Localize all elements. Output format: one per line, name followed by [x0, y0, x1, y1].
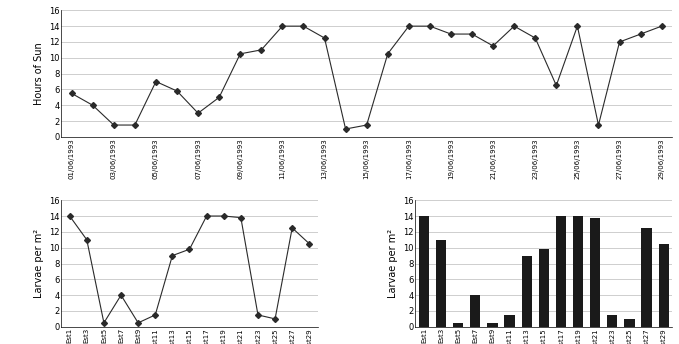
Bar — [521, 256, 532, 327]
Bar — [488, 323, 498, 327]
Bar — [453, 323, 463, 327]
Bar — [436, 240, 446, 327]
Y-axis label: Larvae per m²: Larvae per m² — [388, 229, 398, 298]
Bar — [419, 216, 429, 327]
Bar — [642, 228, 652, 327]
Bar — [590, 218, 600, 327]
Bar — [538, 249, 549, 327]
Bar — [659, 244, 669, 327]
Bar — [556, 216, 566, 327]
Bar — [573, 216, 583, 327]
Bar — [607, 315, 617, 327]
Bar — [471, 295, 481, 327]
Y-axis label: Hours of Sun: Hours of Sun — [33, 42, 43, 105]
Bar — [504, 315, 515, 327]
Bar — [624, 319, 635, 327]
Y-axis label: Larvae per m²: Larvae per m² — [33, 229, 43, 298]
